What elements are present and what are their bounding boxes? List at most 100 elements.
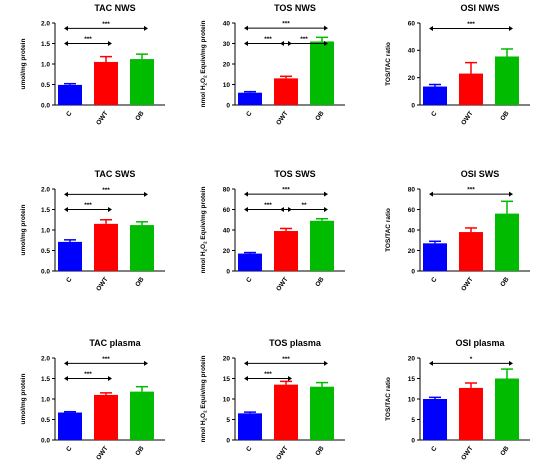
y-tick-label: 40 xyxy=(408,227,416,234)
significance-label: ** xyxy=(301,202,307,209)
y-tick-label: 20 xyxy=(223,248,231,255)
y-tick-label: 30 xyxy=(223,41,231,48)
category-label: OWT xyxy=(95,110,109,126)
bar-ob xyxy=(310,41,334,105)
significance-label: *** xyxy=(102,21,110,28)
error-bar xyxy=(64,82,76,85)
significance-label: *** xyxy=(467,21,475,28)
chart-title: OSI SWS xyxy=(461,169,500,179)
y-tick-label: 40 xyxy=(223,227,231,234)
y-axis-label: umol/mg protein xyxy=(20,205,27,256)
y-axis-label: TOS/TAC ratio xyxy=(385,208,392,252)
error-bar xyxy=(100,392,112,395)
bar-owt xyxy=(274,231,298,271)
y-tick-label: 0.0 xyxy=(41,437,50,444)
error-bar xyxy=(501,368,513,379)
category-label: OWT xyxy=(95,445,109,461)
y-tick-label: 2.0 xyxy=(41,20,50,27)
bar-ob xyxy=(130,391,154,440)
bar-c xyxy=(58,84,82,105)
bar-ob xyxy=(310,220,334,271)
y-tick-label: 15 xyxy=(223,376,231,383)
significance-label: *** xyxy=(282,356,290,363)
y-tick-label: 20 xyxy=(408,355,416,362)
y-tick-label: 0.0 xyxy=(41,268,50,275)
y-tick-label: 0 xyxy=(226,102,230,109)
y-tick-label: 20 xyxy=(408,248,416,255)
bar-c xyxy=(423,243,447,271)
y-tick-label: 20 xyxy=(408,75,416,82)
category-label: OWT xyxy=(275,445,289,461)
y-tick-label: 80 xyxy=(223,186,231,193)
bar-c xyxy=(238,413,262,440)
significance-bracket: *** xyxy=(280,36,328,46)
bar-c xyxy=(423,86,447,105)
category-label: C xyxy=(65,445,74,453)
significance-bracket: *** xyxy=(64,21,148,31)
error-bar xyxy=(465,382,477,388)
bar-c xyxy=(238,253,262,271)
y-tick-label: 80 xyxy=(408,186,416,193)
y-tick-label: 60 xyxy=(408,207,416,214)
y-tick-label: 10 xyxy=(408,396,416,403)
error-bar xyxy=(280,227,292,232)
significance-label: *** xyxy=(264,36,272,43)
category-label: OB xyxy=(134,110,146,122)
category-label: OWT xyxy=(460,276,474,292)
category-label: OWT xyxy=(275,110,289,126)
category-label: OB xyxy=(314,110,326,122)
chart-panel: TOS SWS nmol H2O2 Equiv/mg protein 0 20 40 60… xyxy=(200,169,345,293)
chart-title: TOS SWS xyxy=(274,169,315,179)
y-tick-label: 0 xyxy=(411,102,415,109)
significance-label: *** xyxy=(467,187,475,194)
error-bar xyxy=(280,380,292,385)
y-tick-label: 40 xyxy=(223,20,231,27)
category-label: C xyxy=(65,276,74,284)
significance-bracket: ** xyxy=(280,202,328,212)
category-label: OB xyxy=(134,445,146,457)
category-label: OB xyxy=(134,276,146,288)
y-tick-label: 2.0 xyxy=(41,186,50,193)
error-bar xyxy=(316,381,328,387)
bar-c xyxy=(238,92,262,105)
significance-label: *** xyxy=(84,202,92,209)
category-label: OB xyxy=(499,110,511,122)
significance-label: * xyxy=(470,356,473,363)
y-tick-label: 1.0 xyxy=(41,61,50,68)
bar-ob xyxy=(495,378,519,440)
significance-label: *** xyxy=(84,371,92,378)
y-tick-label: 1.5 xyxy=(41,376,50,383)
y-tick-label: 0 xyxy=(411,268,415,275)
chart-title: TOS plasma xyxy=(269,338,322,348)
error-bar xyxy=(429,83,441,87)
y-tick-label: 5 xyxy=(411,417,415,424)
chart-panel: TAC plasma umol/mg protein 0.0 0.5 1.0 1.5 2.0… xyxy=(20,338,165,462)
bar-ob xyxy=(495,56,519,105)
category-label: OB xyxy=(314,276,326,288)
bar-ob xyxy=(130,59,154,105)
bar-c xyxy=(58,241,82,271)
significance-label: *** xyxy=(264,202,272,209)
chart-panel: TOS NWS nmol H2O2 Equiv/mg protein 0 10 20 30… xyxy=(200,3,345,127)
significance-label: *** xyxy=(282,187,290,194)
significance-bracket: *** xyxy=(244,187,328,197)
bar-owt xyxy=(274,384,298,440)
error-bar xyxy=(465,61,477,74)
error-bar xyxy=(429,396,441,399)
y-axis-label: nmol H2O2 Equiv/mg protein xyxy=(200,355,208,442)
chart-title: TOS NWS xyxy=(274,3,316,13)
chart-panel: OSI NWS TOS/TAC ratio 0 20 40 60 C OWT OB *** xyxy=(385,3,530,127)
bar-owt xyxy=(94,61,118,105)
category-label: OWT xyxy=(460,110,474,126)
chart-panel: OSI plasma TOS/TAC ratio 0 5 10 15 20 C OWT OB * xyxy=(385,338,530,462)
category-label: C xyxy=(430,445,439,453)
bar-owt xyxy=(94,394,118,440)
significance-label: *** xyxy=(282,21,290,28)
category-label: C xyxy=(65,110,74,118)
error-bar xyxy=(136,53,148,60)
y-tick-label: 0.5 xyxy=(41,82,50,89)
chart-panel: TAC NWS umol/mg protein 0.0 0.5 1.0 1.5 2.0 C OW… xyxy=(20,3,165,127)
significance-bracket: *** xyxy=(244,36,292,46)
y-tick-label: 10 xyxy=(223,396,231,403)
error-bar xyxy=(316,36,328,42)
